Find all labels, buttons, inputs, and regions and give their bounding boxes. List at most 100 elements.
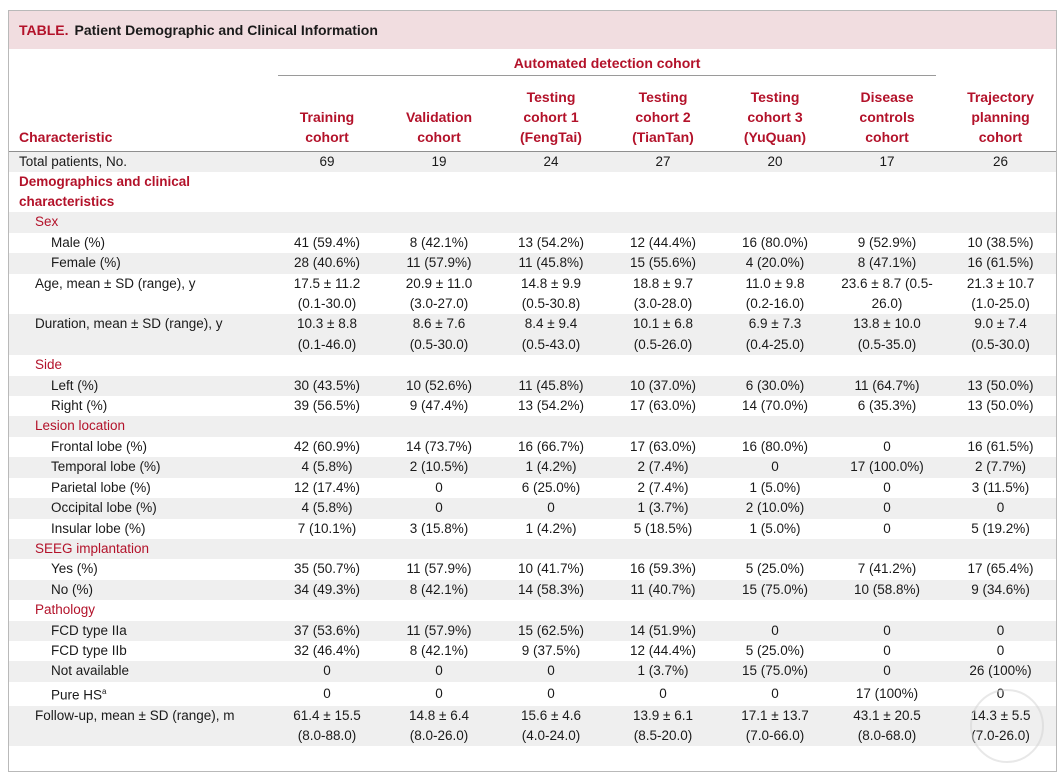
table-row-seeg: SEEG implantation bbox=[9, 538, 1056, 560]
table-cell: 15 (75.0%) bbox=[719, 661, 831, 682]
characteristic-header: Characteristic bbox=[9, 81, 271, 152]
cell-line-mean: 17.5 ± 11.2 bbox=[293, 275, 361, 291]
table-row-age: Age, mean ± SD (range), y 17.5 ± 11.2 (0.1… bbox=[9, 274, 1056, 315]
table-cell: 0 bbox=[996, 642, 1005, 658]
table-cell: 17 bbox=[831, 151, 944, 173]
cell-line-mean: 13.8 ± 10.0 bbox=[853, 316, 921, 332]
row-label-text: Male (%) bbox=[51, 234, 106, 250]
table-cell: 3 (15.8%) bbox=[409, 520, 469, 536]
table-row-purehs: Pure HSa 0 0 0 0 0 17 (100%) 0 bbox=[9, 682, 1056, 706]
table-title: Patient Demographic and Clinical Informa… bbox=[74, 22, 378, 38]
table-cell: 3 (11.5%) bbox=[971, 479, 1030, 495]
cell-line-mean: 14.8 ± 9.9 bbox=[521, 275, 581, 291]
table-cell: 11 (57.9%) bbox=[406, 561, 472, 577]
column-header-line: controls bbox=[859, 109, 915, 125]
table-cell: 39 (56.5%) bbox=[293, 398, 361, 414]
subsection-heading: Lesion location bbox=[9, 416, 271, 437]
row-label: Frontal lobe (%) bbox=[9, 437, 271, 457]
empty-cell bbox=[607, 172, 719, 212]
table-cell: 13.9 ± 6.1 (8.5-20.0) bbox=[607, 705, 719, 747]
table-cell: 10.3 ± 8.8 (0.1-46.0) bbox=[271, 314, 383, 356]
table-cell: 11 (40.7%) bbox=[607, 579, 719, 601]
cell-line-mean: 14.8 ± 6.4 bbox=[409, 707, 469, 723]
row-label: Age, mean ± SD (range), y bbox=[35, 275, 196, 291]
table-row-parietal: Parietal lobe (%) 12 (17.4%) 0 6 (25.0%) 2 (… bbox=[9, 478, 1056, 498]
table-cell: 13 (54.2%) bbox=[517, 234, 585, 250]
table-row-duration: Duration, mean ± SD (range), y 10.3 ± 8.8… bbox=[9, 314, 1056, 356]
cell-line-mean: 61.4 ± 15.5 bbox=[293, 707, 361, 723]
table-cell: 14 (73.7%) bbox=[405, 438, 473, 454]
table-cell: 0 bbox=[659, 685, 667, 701]
empty-cell bbox=[383, 355, 495, 375]
table-cell: 2 (7.7%) bbox=[943, 457, 1056, 478]
empty-cell bbox=[271, 355, 383, 375]
table-cell: 9 (34.6%) bbox=[943, 579, 1056, 601]
row-label: Yes (%) bbox=[9, 559, 271, 579]
cell-line-mean: 11.0 ± 9.8 bbox=[745, 275, 805, 291]
table-cell: 2 (10.5%) bbox=[383, 457, 495, 478]
table-cell: 10.1 ± 6.8 (0.5-26.0) bbox=[607, 314, 719, 356]
cell-line-range: (1.0-25.0) bbox=[971, 296, 1030, 312]
column-header-line: (TianTan) bbox=[632, 129, 694, 145]
empty-cell bbox=[719, 172, 831, 212]
table-row-occipital: Occipital lobe (%) 4 (5.8%) 0 0 1 (3.7%) 2 (1… bbox=[9, 498, 1056, 519]
table-cell: 8.4 ± 9.4 (0.5-43.0) bbox=[495, 314, 607, 356]
cell-line-mean: 8.4 ± 9.4 bbox=[524, 316, 578, 332]
table-frame: TABLE. Patient Demographic and Clinical … bbox=[8, 10, 1057, 772]
table-cell: 30 (43.5%) bbox=[271, 375, 383, 397]
table-cell: 15 (75.0%) bbox=[719, 579, 831, 601]
table-cell: 0 bbox=[831, 661, 944, 682]
table-cell: 0 bbox=[435, 685, 443, 701]
row-label: Right (%) bbox=[9, 396, 271, 416]
cell-line-range: (0.5-30.8) bbox=[521, 296, 581, 312]
table-cell: 1 (4.2%) bbox=[495, 457, 607, 478]
row-label-text: Temporal lobe (%) bbox=[51, 459, 161, 475]
cell-line-range: (0.5-30.0) bbox=[409, 336, 469, 352]
empty-cell bbox=[383, 600, 495, 620]
column-header-line: (YuQuan) bbox=[743, 129, 807, 145]
table-cell: 2 (7.4%) bbox=[607, 457, 719, 478]
table-cell: 0 bbox=[383, 498, 495, 519]
table-cell: 8 (42.1%) bbox=[409, 642, 469, 658]
table-row-insular: Insular lobe (%) 7 (10.1%) 3 (15.8%) 1 (4.2… bbox=[9, 519, 1056, 539]
empty-cell bbox=[383, 212, 495, 233]
subsection-heading: Side bbox=[35, 357, 63, 373]
table-cell: 5 (25.0%) bbox=[745, 561, 805, 577]
cell-line-range: (4.0-24.0) bbox=[521, 728, 581, 744]
table-row-lesion: Lesion location bbox=[9, 416, 1056, 437]
row-label-text: Pure HS bbox=[51, 687, 103, 703]
table-cell: 0 bbox=[943, 498, 1056, 519]
cell-line-mean: 20.9 ± 11.0 bbox=[405, 275, 473, 291]
empty-cell bbox=[831, 600, 943, 620]
table-cell: 16 (61.5%) bbox=[967, 438, 1034, 454]
empty-cell bbox=[495, 538, 607, 560]
table-cell: 10 (38.5%) bbox=[967, 234, 1034, 250]
header-spacer bbox=[943, 49, 1056, 81]
table-cell: 0 bbox=[719, 457, 831, 478]
empty-cell bbox=[943, 212, 1056, 233]
table-cell: 14.8 ± 9.9 (0.5-30.8) bbox=[495, 274, 607, 315]
cell-line-range: (0.1-46.0) bbox=[297, 336, 357, 352]
table-cell: 10 (58.8%) bbox=[831, 579, 944, 601]
empty-cell bbox=[607, 538, 719, 560]
table-cell: 61.4 ± 15.5 (8.0-88.0) bbox=[271, 705, 383, 747]
row-label-text: Yes (%) bbox=[51, 561, 98, 577]
cell-line-mean: 43.1 ± 20.5 bbox=[853, 707, 921, 723]
table-cell: 0 bbox=[883, 438, 891, 454]
table-cell: 34 (49.3%) bbox=[271, 579, 383, 601]
row-label: Duration, mean ± SD (range), y bbox=[9, 314, 271, 356]
cell-line-mean: 10.1 ± 6.8 bbox=[633, 316, 693, 332]
cell-line-range: (0.5-26.0) bbox=[633, 336, 693, 352]
row-label: Female (%) bbox=[9, 253, 271, 274]
table-cell: 16 (80.0%) bbox=[741, 438, 809, 454]
cell-line-range: (0.1-30.0) bbox=[297, 296, 357, 312]
table-cell: 0 bbox=[831, 620, 944, 641]
table-row-fcd2b: FCD type IIb 32 (46.4%) 8 (42.1%) 9 (37.5%)… bbox=[9, 641, 1056, 661]
table-cell: 0 bbox=[495, 661, 607, 682]
table-cell: 1 (5.0%) bbox=[749, 520, 801, 536]
cell-line-range: (7.0-66.0) bbox=[745, 728, 805, 744]
empty-cell bbox=[831, 355, 943, 375]
table-cell: 14 (70.0%) bbox=[741, 398, 809, 414]
table-cell: 7 (10.1%) bbox=[297, 520, 357, 536]
row-label: FCD type IIb bbox=[9, 641, 271, 661]
